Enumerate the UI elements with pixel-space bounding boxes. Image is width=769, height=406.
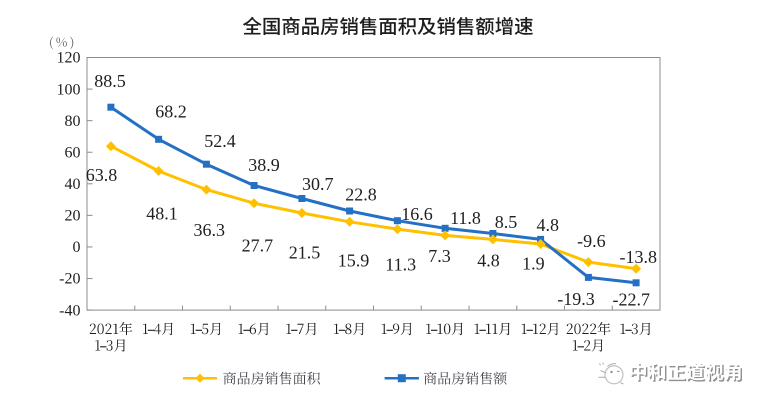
svg-text:68.2: 68.2	[155, 102, 187, 122]
svg-text:-20: -20	[59, 271, 80, 288]
svg-text:-19.3: -19.3	[557, 289, 595, 309]
svg-text:16.6: 16.6	[401, 204, 433, 224]
svg-text:4.8: 4.8	[536, 215, 559, 235]
svg-text:30.7: 30.7	[302, 174, 334, 194]
svg-text:80: 80	[65, 113, 81, 130]
svg-text:8.5: 8.5	[495, 212, 518, 232]
svg-text:-40: -40	[59, 302, 80, 319]
svg-text:100: 100	[57, 81, 81, 98]
svg-text:38.9: 38.9	[248, 155, 280, 175]
svg-text:7.3: 7.3	[428, 246, 451, 266]
svg-text:22.8: 22.8	[345, 184, 377, 204]
svg-text:20: 20	[65, 208, 81, 225]
svg-text:1.9: 1.9	[522, 253, 545, 273]
svg-text:36.3: 36.3	[194, 220, 226, 240]
svg-text:15.9: 15.9	[338, 251, 370, 271]
svg-text:40: 40	[65, 176, 81, 193]
svg-text:11.8: 11.8	[450, 208, 481, 228]
svg-text:-22.7: -22.7	[613, 289, 651, 309]
svg-text:-13.8: -13.8	[620, 247, 658, 267]
svg-text:27.7: 27.7	[242, 236, 274, 256]
svg-text:63.8: 63.8	[86, 165, 118, 185]
svg-text:88.5: 88.5	[94, 71, 126, 91]
svg-text:4.8: 4.8	[477, 251, 500, 271]
svg-text:0: 0	[73, 239, 81, 256]
svg-text:11.3: 11.3	[385, 255, 416, 275]
svg-text:60: 60	[65, 144, 81, 161]
svg-text:21.5: 21.5	[289, 243, 321, 263]
svg-text:48.1: 48.1	[146, 204, 178, 224]
svg-text:-9.6: -9.6	[577, 231, 606, 251]
svg-text:52.4: 52.4	[204, 131, 236, 151]
svg-text:120: 120	[57, 50, 81, 67]
